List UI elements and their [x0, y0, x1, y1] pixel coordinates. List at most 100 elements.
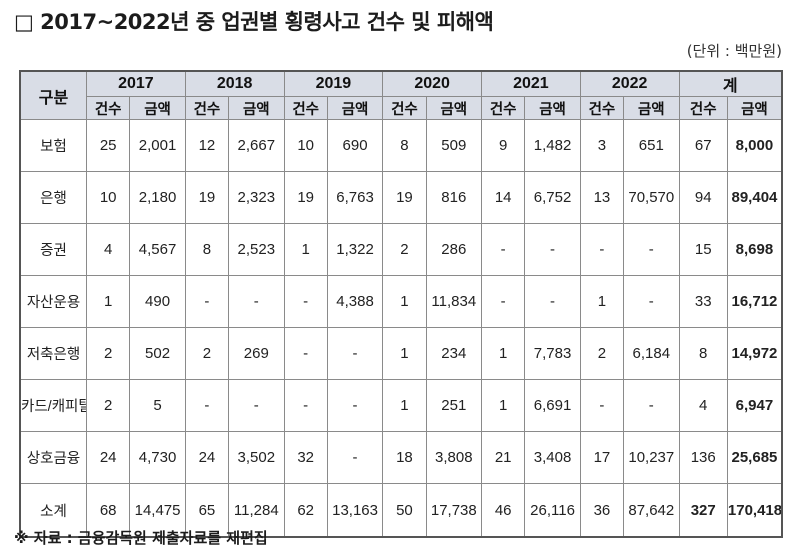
amount-cell: 1,322: [326, 223, 384, 276]
amount-cell: 509: [425, 119, 483, 172]
amount-header: 금액: [425, 96, 483, 120]
year-header: 2022: [579, 70, 680, 97]
count-cell: 67: [678, 119, 728, 172]
count-cell: 24: [86, 431, 131, 484]
count-header: 건수: [382, 96, 427, 120]
amount-cell: 816: [425, 171, 483, 224]
amount-cell: 87,642: [623, 483, 680, 538]
amount-cell: 8,698: [726, 223, 783, 276]
amount-cell: 690: [326, 119, 384, 172]
amount-cell: 10,237: [623, 431, 680, 484]
amount-cell: 25,685: [726, 431, 783, 484]
amount-cell: 251: [425, 379, 483, 432]
count-cell: 21: [481, 431, 526, 484]
count-cell: 1: [382, 327, 427, 380]
count-cell: -: [283, 275, 328, 328]
amount-header: 금액: [228, 96, 285, 120]
amount-cell: 2,667: [228, 119, 285, 172]
amount-cell: 2,323: [228, 171, 285, 224]
count-cell: 17: [579, 431, 625, 484]
count-header: 건수: [86, 96, 131, 120]
count-cell: -: [184, 379, 230, 432]
amount-cell: 6,947: [726, 379, 783, 432]
amount-cell: 6,752: [524, 171, 581, 224]
count-cell: 9: [481, 119, 526, 172]
amount-cell: -: [524, 223, 581, 276]
count-header: 건수: [678, 96, 728, 120]
amount-header: 금액: [623, 96, 680, 120]
amount-cell: 490: [129, 275, 186, 328]
amount-cell: 286: [425, 223, 483, 276]
amount-cell: 2,523: [228, 223, 285, 276]
count-cell: 24: [184, 431, 230, 484]
amount-cell: 17,738: [425, 483, 483, 538]
total-header: 계: [678, 70, 783, 97]
count-cell: 33: [678, 275, 728, 328]
row-category: 소계: [19, 483, 88, 538]
count-cell: 10: [283, 119, 328, 172]
count-cell: 46: [481, 483, 526, 538]
count-cell: 1: [283, 223, 328, 276]
amount-cell: 2,180: [129, 171, 186, 224]
amount-cell: -: [623, 275, 680, 328]
row-category: 자산운용: [19, 275, 88, 328]
amount-cell: -: [326, 379, 384, 432]
amount-cell: -: [623, 223, 680, 276]
count-cell: 2: [86, 327, 131, 380]
amount-cell: 3,808: [425, 431, 483, 484]
header-row-years: 구분 2017 2018 2019 2020 2021 2022 계: [19, 70, 783, 120]
amount-cell: 6,184: [623, 327, 680, 380]
amount-cell: -: [623, 379, 680, 432]
amount-header: 금액: [524, 96, 581, 120]
count-cell: 2: [579, 327, 625, 380]
header-row-sub: 건수 금액 건수 금액 건수 금액 건수 금액 건수 금액 건수 금액 건수 금…: [20, 96, 783, 120]
table-row: 카드/캐피탈 2 5- - - -1 251 1 6,691- -4 6,947: [19, 379, 783, 432]
amount-cell: 13,163: [326, 483, 384, 538]
count-cell: -: [481, 275, 526, 328]
count-cell: 1: [382, 275, 427, 328]
amount-cell: 26,116: [524, 483, 581, 538]
amount-cell: 3,502: [228, 431, 285, 484]
source-footnote: ※ 자료 : 금융감독원 제출자료를 재편집: [14, 529, 268, 547]
amount-cell: 5: [129, 379, 186, 432]
count-header: 건수: [184, 96, 230, 120]
count-cell: 13: [579, 171, 625, 224]
count-cell: 19: [283, 171, 328, 224]
count-cell: -: [283, 379, 328, 432]
count-header: 건수: [283, 96, 328, 120]
count-cell: 18: [382, 431, 427, 484]
amount-cell: 4,567: [129, 223, 186, 276]
table-row: 은행 10 2,180 19 2,323 19 6,763 19 816 14 6,752 13 70,…: [19, 171, 783, 224]
count-cell: 2: [382, 223, 427, 276]
count-cell: 62: [283, 483, 328, 538]
amount-cell: 89,404: [726, 171, 783, 224]
count-cell: 36: [579, 483, 625, 538]
count-cell: 1: [481, 379, 526, 432]
count-cell: 3: [579, 119, 625, 172]
count-cell: 14: [481, 171, 526, 224]
count-cell: -: [184, 275, 230, 328]
count-cell: 8: [382, 119, 427, 172]
count-cell: 25: [86, 119, 131, 172]
amount-cell: 502: [129, 327, 186, 380]
amount-cell: 651: [623, 119, 680, 172]
unit-note: (단위 : 백만원): [686, 42, 782, 60]
year-header: 2017: [86, 70, 186, 97]
count-cell: 4: [678, 379, 728, 432]
amount-cell: 14,475: [129, 483, 186, 538]
amount-cell: 8,000: [726, 119, 783, 172]
count-cell: -: [283, 327, 328, 380]
amount-cell: 70,570: [623, 171, 680, 224]
table-row: 저축은행 2 502 2 269- -1 234 1 7,783 2 6,184 8 14,972: [19, 327, 783, 380]
count-cell: 1: [382, 379, 427, 432]
table-row: 증권 4 4,567 8 2,523 1 1,322 2 286- - - -15 8,698: [19, 223, 783, 276]
row-category: 보험: [19, 119, 88, 172]
amount-cell: 14,972: [726, 327, 783, 380]
count-cell: 8: [184, 223, 230, 276]
count-cell: 12: [184, 119, 230, 172]
amount-cell: 2,001: [129, 119, 186, 172]
count-cell: 8: [678, 327, 728, 380]
count-cell: 1: [579, 275, 625, 328]
amount-cell: 11,284: [228, 483, 285, 538]
count-cell: -: [579, 223, 625, 276]
